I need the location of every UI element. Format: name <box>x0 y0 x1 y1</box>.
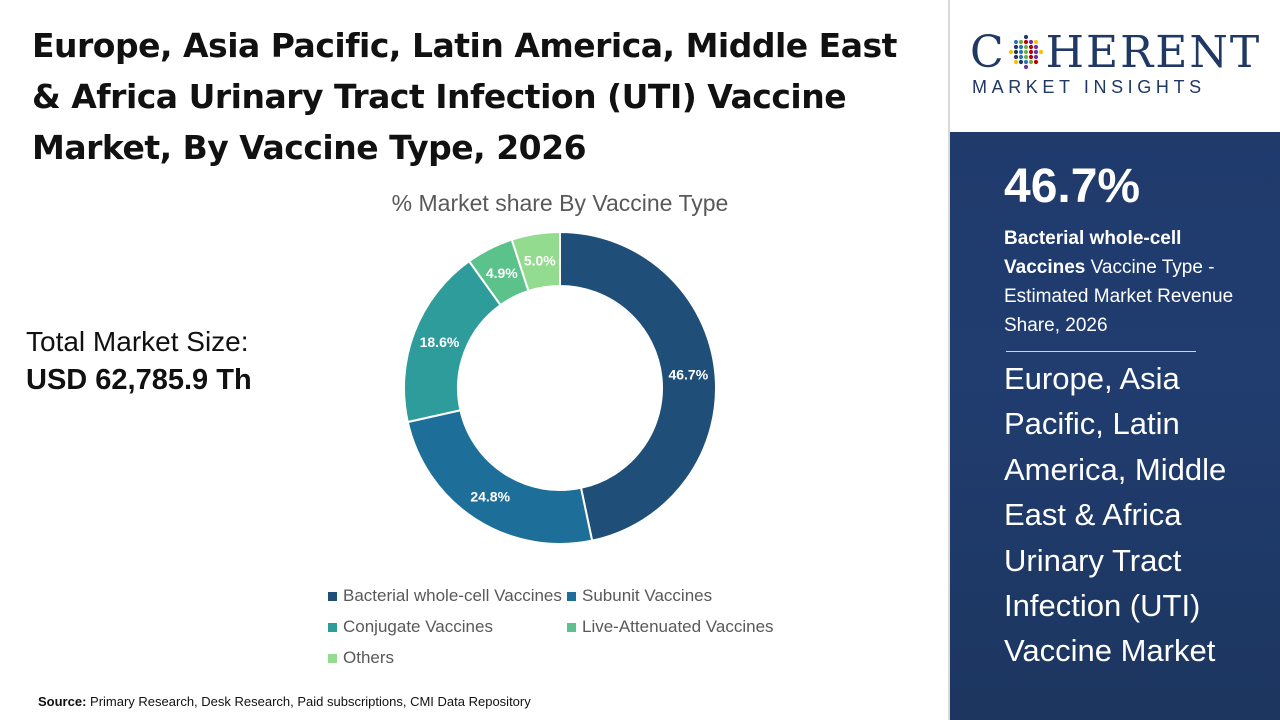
logo-letters: HERENT <box>1045 27 1262 78</box>
donut-slice-0 <box>559 230 717 542</box>
chart-title: % Market share By Vaccine Type <box>391 190 729 216</box>
market-size: Total Market Size: USD 62,785.9 Th <box>26 325 252 401</box>
source-label: Source: <box>38 694 87 709</box>
legend-swatch-3 <box>567 622 576 632</box>
donut-label-2: 18.6% <box>420 334 460 350</box>
donut-label-4: 5.0% <box>524 253 556 269</box>
legend-swatch-1 <box>567 591 576 601</box>
donut-slice-4 <box>510 230 561 293</box>
chart-area: Europe, Asia Pacific, Latin America, Mid… <box>26 26 898 709</box>
donut-chart: 46.7% 24.8% 18.6% 4.9% 5.0% <box>403 230 717 545</box>
donut-label-0: 46.7% <box>668 367 708 383</box>
legend-label-0: Bacterial whole-cell Vaccines <box>343 586 562 605</box>
legend-swatch-0 <box>328 591 337 601</box>
donut-label-1: 24.8% <box>470 488 510 504</box>
logo-letter-c: C <box>970 27 1006 78</box>
legend-item-4: Others <box>328 648 394 668</box>
donut-label-3: 4.9% <box>486 265 518 281</box>
legend-label-3: Live-Attenuated Vaccines <box>582 617 774 636</box>
highlight-region: Europe, Asia Pacific, Latin America, Mid… <box>1004 361 1227 669</box>
legend-item-3: Live-Attenuated Vaccines <box>567 617 774 637</box>
divider <box>948 0 950 720</box>
market-size-label: Total Market Size: <box>26 326 249 357</box>
globe-icon <box>1008 34 1043 70</box>
page-title: Europe, Asia Pacific, Latin America, Mid… <box>32 26 897 167</box>
legend-item-1: Subunit Vaccines <box>567 586 712 606</box>
legend-label-1: Subunit Vaccines <box>582 586 713 605</box>
market-size-value: USD 62,785.9 Th <box>26 364 252 396</box>
highlight-percent: 46.7% <box>1004 160 1141 213</box>
highlight-panel: 46.7% Bacterial whole-cell Vaccines Vacc… <box>950 132 1280 720</box>
highlight-divider <box>1006 351 1196 352</box>
highlight-description-rest: Vaccine Type - Estimated Market Revenue … <box>1004 257 1234 336</box>
highlight-segment: Bacterial whole-cell Vaccines <box>1004 228 1182 278</box>
donut-slice-1 <box>406 409 594 545</box>
legend-item-2: Conjugate Vaccines <box>328 617 493 637</box>
source-text: Primary Research, Desk Research, Paid su… <box>90 694 531 709</box>
legend-swatch-4 <box>328 653 337 663</box>
legend-label-4: Others <box>343 648 395 667</box>
logo: C HERENT MARKET INSIGHTS <box>950 0 1280 132</box>
logo-tagline: MARKET INSIGHTS <box>972 77 1206 97</box>
source-note: Source: Primary Research, Desk Research,… <box>38 694 531 709</box>
logo-wordmark: C HERENT <box>970 30 1261 76</box>
legend-swatch-2 <box>328 622 337 632</box>
legend-item-0: Bacterial whole-cell Vaccines <box>328 586 562 606</box>
legend-label-2: Conjugate Vaccines <box>343 617 493 636</box>
highlight-description: Bacterial whole-cell Vaccines Vaccine Ty… <box>1004 224 1264 340</box>
